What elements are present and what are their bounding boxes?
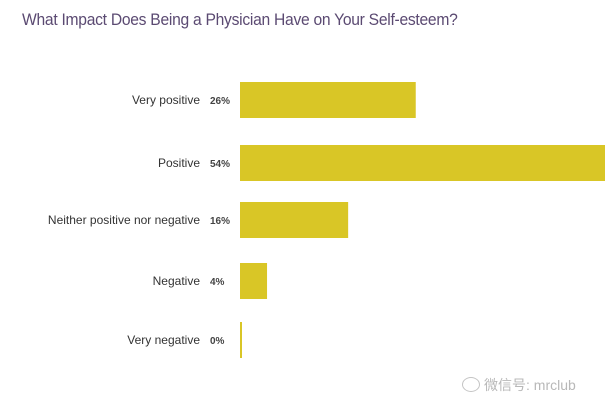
value-label: 0% [210, 336, 225, 347]
value-label: 16% [210, 216, 230, 227]
value-label: 26% [210, 96, 230, 107]
watermark-text: 微信号: mrclub [484, 377, 576, 393]
wechat-icon [462, 377, 480, 392]
category-label: Negative [153, 274, 201, 288]
value-label: 54% [210, 159, 230, 170]
chart-title: What Impact Does Being a Physician Have … [22, 10, 458, 29]
value-label: 4% [210, 277, 225, 288]
watermark: 微信号: mrclub [462, 375, 576, 395]
bar [240, 322, 242, 358]
bar [240, 202, 349, 238]
category-label: Very positive [132, 93, 200, 107]
bar [240, 82, 416, 118]
bar [240, 263, 268, 299]
category-label: Neither positive nor negative [48, 213, 200, 227]
category-label: Very negative [127, 333, 200, 347]
bar [240, 145, 605, 181]
category-label: Positive [158, 156, 200, 170]
